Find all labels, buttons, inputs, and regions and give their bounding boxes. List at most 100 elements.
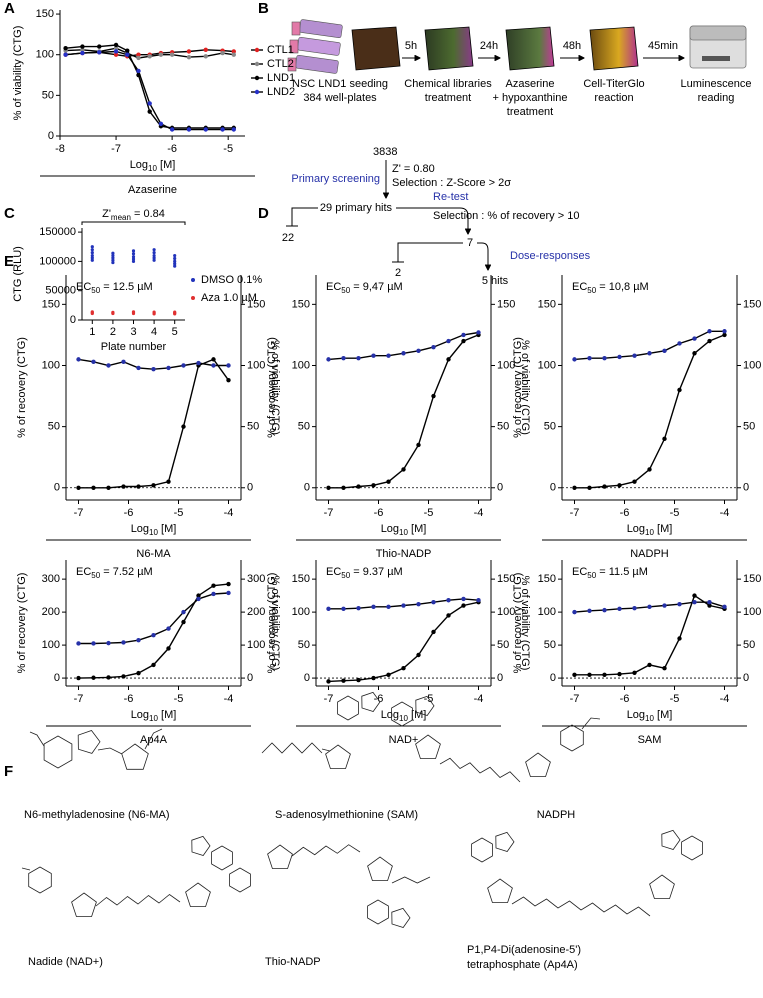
data-point xyxy=(152,251,156,255)
data-point xyxy=(431,344,436,350)
data-point xyxy=(211,591,216,597)
data-point xyxy=(231,52,236,57)
data-point xyxy=(326,485,331,490)
y-tick-label: 0 xyxy=(70,314,76,326)
ring xyxy=(77,730,101,754)
data-point xyxy=(76,485,81,490)
x-axis-label-part: Log xyxy=(627,523,645,535)
bond-chain xyxy=(21,867,31,871)
data-point xyxy=(692,336,697,341)
legend-label: CTL2 xyxy=(267,58,294,70)
ring xyxy=(471,837,493,863)
ring xyxy=(361,691,381,712)
data-point xyxy=(431,600,436,605)
data-point xyxy=(617,483,622,488)
x-axis-label: Log10 [M] xyxy=(131,709,177,723)
stage-label: Dose-responses xyxy=(510,250,591,262)
hits: 29 primary hits xyxy=(320,202,393,214)
y-tick-label: 150 xyxy=(292,573,310,585)
ring xyxy=(391,907,411,928)
data-point xyxy=(166,646,171,651)
data-point xyxy=(647,351,652,356)
x-axis-label-part: [M] xyxy=(654,523,672,535)
x-tick-label: -6 xyxy=(620,507,630,519)
annotation-part: EC xyxy=(76,566,91,578)
y-tick-label: 300 xyxy=(42,573,60,585)
flasks xyxy=(287,19,343,74)
x-tick-label: -5 xyxy=(174,507,184,519)
data-point xyxy=(431,629,436,635)
y2-tick-label: 150 xyxy=(497,298,515,310)
x-tick-label: -6 xyxy=(167,143,177,155)
y-axis-label: % of recovery (CTG) xyxy=(512,337,524,438)
data-point xyxy=(196,596,201,602)
data-point xyxy=(166,626,171,631)
interval: 45min xyxy=(648,40,678,52)
data-point xyxy=(461,332,466,338)
x-tick-label: -4 xyxy=(720,693,730,705)
bond-chain xyxy=(144,728,163,750)
screening-flow: 3838 Z' = 0.80 Selection : Z-Score > 2σ … xyxy=(282,146,591,287)
data-point xyxy=(572,609,577,615)
data-point xyxy=(692,593,697,598)
chart-title: Z'mean = 0.84 xyxy=(102,208,165,222)
data-point xyxy=(63,46,68,51)
plate xyxy=(424,26,474,71)
data-point xyxy=(152,258,156,262)
data-point xyxy=(158,52,164,57)
criterion: Selection : Z-Score > 2σ xyxy=(392,177,511,189)
data-point xyxy=(147,109,152,114)
legend-marker xyxy=(254,75,260,81)
data-point xyxy=(226,590,231,596)
interval: 48h xyxy=(563,40,581,52)
structure-name: N6-methyladenosine (N6-MA) xyxy=(24,809,170,821)
ring xyxy=(185,882,211,907)
data-point xyxy=(151,662,156,668)
x-tick-label: -5 xyxy=(424,507,434,519)
compound-label: N6-MA xyxy=(136,548,171,560)
data-point xyxy=(111,258,115,262)
annotation-part: EC xyxy=(572,566,587,578)
data-point xyxy=(647,467,652,472)
y2-axis-label: % of viability (CTG) xyxy=(269,340,281,435)
data-point xyxy=(371,483,376,488)
data-point xyxy=(76,641,81,646)
y-tick-label: 100 xyxy=(292,359,310,371)
data-point xyxy=(121,674,126,679)
bond-chain xyxy=(511,896,651,917)
x-axis-label-sub: 10 xyxy=(645,714,654,723)
annotation-part: = 9.37 µM xyxy=(350,566,403,578)
ring xyxy=(71,892,97,917)
data-point xyxy=(90,245,94,249)
data-point xyxy=(220,50,225,56)
step-label: Azaserine xyxy=(506,78,555,90)
bond-chain xyxy=(321,748,331,752)
y2-tick-label: 0 xyxy=(743,482,749,494)
ring xyxy=(267,844,293,869)
data-point xyxy=(173,264,177,268)
data-point xyxy=(226,363,231,368)
compound-label: NADPH xyxy=(630,548,669,560)
data-point xyxy=(431,393,436,399)
legend-label: DMSO 0.1% xyxy=(201,274,262,286)
data-point xyxy=(181,363,186,368)
data-point xyxy=(106,675,111,680)
series-line xyxy=(78,358,230,489)
data-point xyxy=(226,581,231,587)
y-axis-label: % of recovery (CTG) xyxy=(512,573,524,674)
data-point xyxy=(106,363,111,368)
y2-tick-label: 100 xyxy=(497,606,515,618)
y2-tick-label: 0 xyxy=(247,482,253,494)
data-point xyxy=(587,485,592,490)
data-point xyxy=(326,357,331,362)
y-tick-label: 0 xyxy=(550,482,556,494)
data-point xyxy=(572,485,577,490)
y-tick-label: 50 xyxy=(298,639,310,651)
legend-marker xyxy=(191,278,195,282)
data-point xyxy=(662,348,667,354)
step-label: 384 well-plates xyxy=(303,92,377,104)
ring xyxy=(495,831,515,852)
ring xyxy=(337,695,359,721)
data-point xyxy=(203,54,208,59)
x-tick-label: 1 xyxy=(89,326,95,338)
